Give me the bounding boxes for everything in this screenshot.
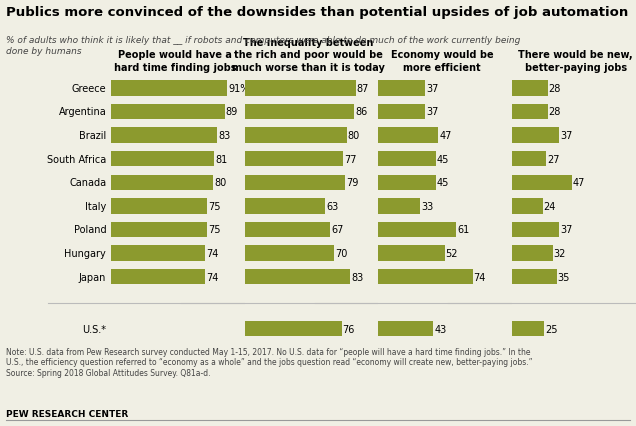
Text: Japan: Japan (79, 272, 106, 282)
Text: 81: 81 (216, 154, 228, 164)
Title: There would be new,
better-paying jobs: There would be new, better-paying jobs (518, 50, 633, 72)
Text: Greece: Greece (72, 83, 106, 94)
Text: 47: 47 (573, 178, 585, 188)
Bar (245, 104, 354, 120)
Text: 45: 45 (437, 178, 449, 188)
Text: 67: 67 (331, 225, 343, 235)
Bar (378, 104, 425, 120)
Text: PEW RESEARCH CENTER: PEW RESEARCH CENTER (6, 409, 128, 418)
Bar (245, 199, 325, 214)
Text: 37: 37 (427, 107, 439, 117)
Bar (111, 128, 217, 144)
Bar (378, 128, 438, 144)
Bar (245, 246, 334, 261)
Text: 70: 70 (335, 248, 347, 259)
Text: 86: 86 (356, 107, 368, 117)
Bar (111, 269, 205, 285)
Bar (378, 246, 445, 261)
Bar (245, 222, 330, 238)
Text: 91%: 91% (228, 83, 249, 94)
Text: 89: 89 (226, 107, 238, 117)
Bar (512, 128, 559, 144)
Title: The inequality between
the rich and poor would be
much worse than it is today: The inequality between the rich and poor… (232, 37, 385, 72)
Bar (378, 199, 420, 214)
Text: 33: 33 (422, 201, 434, 211)
Bar (512, 199, 543, 214)
Text: Publics more convinced of the downsides than potential upsides of job automation: Publics more convinced of the downsides … (6, 6, 628, 19)
Text: 80: 80 (214, 178, 226, 188)
Bar (512, 222, 559, 238)
Bar (512, 321, 544, 337)
Text: U.S.*: U.S.* (82, 324, 106, 334)
Text: Hungary: Hungary (64, 248, 106, 259)
Bar (245, 152, 343, 167)
Bar (245, 128, 347, 144)
Bar (111, 152, 214, 167)
Text: 87: 87 (357, 83, 369, 94)
Text: Canada: Canada (69, 178, 106, 188)
Text: 76: 76 (343, 324, 355, 334)
Text: 25: 25 (545, 324, 557, 334)
Bar (378, 269, 473, 285)
Text: 24: 24 (544, 201, 556, 211)
Bar (378, 81, 425, 96)
Text: 75: 75 (208, 201, 220, 211)
Text: 28: 28 (549, 107, 561, 117)
Title: People would have a
hard time finding jobs: People would have a hard time finding jo… (114, 50, 236, 72)
Text: 77: 77 (344, 154, 356, 164)
Text: 43: 43 (434, 324, 446, 334)
Bar (378, 152, 436, 167)
Text: 32: 32 (554, 248, 566, 259)
Text: 83: 83 (352, 272, 364, 282)
Text: 83: 83 (218, 131, 230, 141)
Bar (512, 246, 553, 261)
Bar (111, 81, 227, 96)
Bar (245, 321, 342, 337)
Text: 74: 74 (474, 272, 486, 282)
Text: 63: 63 (326, 201, 338, 211)
Text: Argentina: Argentina (59, 107, 106, 117)
Bar (378, 222, 456, 238)
Text: Poland: Poland (74, 225, 106, 235)
Bar (512, 175, 572, 190)
Bar (245, 269, 350, 285)
Text: 47: 47 (439, 131, 452, 141)
Text: 35: 35 (558, 272, 570, 282)
Text: % of adults who think it is likely that __ if robots and computers were able to : % of adults who think it is likely that … (6, 36, 521, 55)
Text: 74: 74 (207, 248, 219, 259)
Text: 37: 37 (427, 83, 439, 94)
Text: South Africa: South Africa (47, 154, 106, 164)
Bar (512, 152, 546, 167)
Text: 37: 37 (560, 131, 572, 141)
Text: Brazil: Brazil (79, 131, 106, 141)
Bar (111, 246, 205, 261)
Bar (512, 81, 548, 96)
Bar (245, 81, 356, 96)
Bar (512, 269, 556, 285)
Text: 52: 52 (446, 248, 458, 259)
Bar (512, 104, 548, 120)
Text: Note: U.S. data from Pew Research survey conducted May 1-15, 2017. No U.S. data : Note: U.S. data from Pew Research survey… (6, 347, 533, 377)
Text: 28: 28 (549, 83, 561, 94)
Text: 61: 61 (457, 225, 469, 235)
Text: 80: 80 (348, 131, 360, 141)
Bar (111, 175, 213, 190)
Bar (111, 222, 207, 238)
Text: 74: 74 (207, 272, 219, 282)
Bar (111, 104, 225, 120)
Text: 75: 75 (208, 225, 220, 235)
Text: 45: 45 (437, 154, 449, 164)
Bar (378, 321, 433, 337)
Bar (111, 199, 207, 214)
Title: Economy would be
more efficient: Economy would be more efficient (391, 50, 494, 72)
Text: 37: 37 (560, 225, 572, 235)
Bar (245, 175, 345, 190)
Text: 79: 79 (347, 178, 359, 188)
Bar (378, 175, 436, 190)
Text: Italy: Italy (85, 201, 106, 211)
Text: 27: 27 (548, 154, 560, 164)
